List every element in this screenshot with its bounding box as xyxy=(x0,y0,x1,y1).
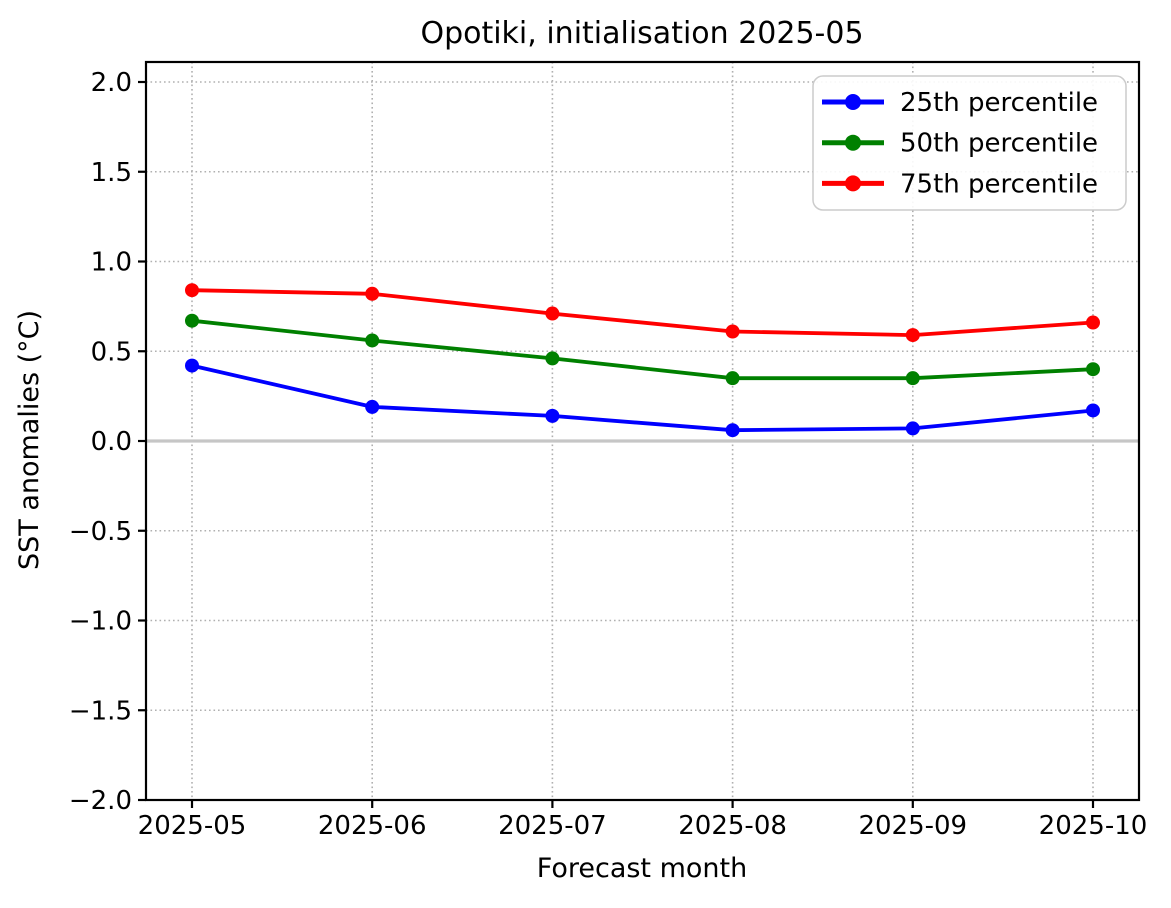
x-tick-label: 2025-08 xyxy=(678,811,787,841)
x-tick-label: 2025-06 xyxy=(318,811,427,841)
y-tick-label: −2.0 xyxy=(69,786,132,816)
data-point-75th-percentile xyxy=(185,283,199,298)
data-point-25th-percentile xyxy=(905,421,920,436)
legend-swatch-marker xyxy=(845,94,861,110)
axes-frame xyxy=(144,60,1141,802)
data-point-75th-percentile xyxy=(365,286,380,301)
y-tick-label: 0.5 xyxy=(91,337,132,367)
series-line-75th-percentile xyxy=(190,288,1095,337)
y-tick-label: −1.5 xyxy=(69,696,132,726)
legend-swatch-marker xyxy=(845,134,861,151)
x-tick-label: 2025-05 xyxy=(138,811,247,841)
series-line-25th-percentile xyxy=(190,363,1095,433)
data-point-75th-percentile xyxy=(725,324,740,339)
data-point-50th-percentile xyxy=(725,371,740,386)
y-tick-label: −0.5 xyxy=(69,517,132,547)
legend-label: 25th percentile xyxy=(900,88,1098,118)
legend-item: 25th percentile xyxy=(822,88,1098,118)
legend-label: 75th percentile xyxy=(900,169,1098,199)
legend-box xyxy=(812,75,1127,211)
y-tick-label: 1.5 xyxy=(91,158,132,188)
data-point-50th-percentile xyxy=(185,313,199,328)
x-axis-label: Forecast month xyxy=(537,853,747,884)
series-line-50th-percentile xyxy=(190,318,1095,381)
y-axis-label: SST anomalies (°C) xyxy=(14,310,45,570)
chart-title: Opotiki, initialisation 2025-05 xyxy=(420,16,863,51)
legend-label: 50th percentile xyxy=(900,129,1098,159)
y-tick-label: 0.0 xyxy=(91,427,132,457)
x-tick-label: 2025-10 xyxy=(1039,811,1148,841)
y-tick-label: −1.0 xyxy=(69,607,132,637)
data-point-50th-percentile xyxy=(545,351,560,366)
data-point-75th-percentile xyxy=(545,306,560,321)
legend: 25th percentile 50th percentile 75th perce… xyxy=(812,75,1127,211)
data-point-50th-percentile xyxy=(365,333,380,348)
plot-area: 2025-05 2025-06 2025-07 2025-08 2025-09 2025-… xyxy=(69,60,1148,841)
data-point-25th-percentile xyxy=(725,423,740,438)
data-point-25th-percentile xyxy=(185,358,199,373)
data-point-75th-percentile xyxy=(905,328,920,343)
legend-swatch-marker xyxy=(845,175,861,192)
data-point-25th-percentile xyxy=(365,399,380,414)
series-50th-percentile xyxy=(185,313,1100,386)
series-25th-percentile xyxy=(185,358,1100,438)
series-75th-percentile xyxy=(185,283,1100,343)
data-point-25th-percentile xyxy=(1086,403,1100,418)
data-point-75th-percentile xyxy=(1086,315,1100,330)
x-tick-label: 2025-09 xyxy=(858,811,967,841)
y-tick-label: 1.0 xyxy=(91,248,132,278)
legend-item: 75th percentile xyxy=(822,169,1098,199)
legend-item: 50th percentile xyxy=(822,129,1098,159)
y-tick-label: 2.0 xyxy=(91,68,132,98)
data-point-25th-percentile xyxy=(545,408,560,423)
x-tick-label: 2025-07 xyxy=(498,811,607,841)
data-point-50th-percentile xyxy=(1086,362,1100,377)
data-point-50th-percentile xyxy=(905,371,920,386)
